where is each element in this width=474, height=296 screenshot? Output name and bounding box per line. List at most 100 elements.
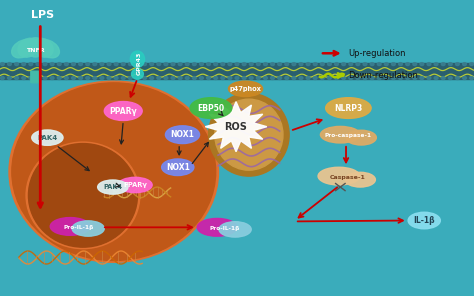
Ellipse shape (215, 99, 283, 170)
Ellipse shape (164, 63, 168, 66)
Ellipse shape (72, 63, 75, 66)
Ellipse shape (207, 77, 210, 80)
Ellipse shape (143, 63, 146, 66)
Text: Caspase-1: Caspase-1 (329, 175, 365, 180)
Ellipse shape (200, 77, 203, 80)
Ellipse shape (29, 63, 33, 66)
Ellipse shape (249, 77, 253, 80)
Ellipse shape (427, 63, 431, 66)
Ellipse shape (136, 63, 139, 66)
Ellipse shape (200, 63, 203, 66)
Ellipse shape (235, 63, 239, 66)
Ellipse shape (399, 63, 402, 66)
Bar (0, 63, 474, 79)
Ellipse shape (271, 63, 274, 66)
Ellipse shape (320, 126, 360, 143)
Ellipse shape (342, 63, 346, 66)
Text: PAK4: PAK4 (37, 135, 57, 141)
Ellipse shape (470, 77, 474, 80)
Ellipse shape (377, 77, 381, 80)
Ellipse shape (136, 77, 139, 80)
Ellipse shape (448, 63, 452, 66)
Ellipse shape (72, 77, 75, 80)
Ellipse shape (313, 63, 317, 66)
Ellipse shape (86, 63, 90, 66)
Ellipse shape (320, 63, 324, 66)
Ellipse shape (128, 77, 132, 80)
Ellipse shape (150, 63, 154, 66)
Text: Pro-IL-1β: Pro-IL-1β (63, 225, 93, 230)
Ellipse shape (384, 63, 388, 66)
Ellipse shape (271, 77, 274, 80)
Ellipse shape (335, 77, 338, 80)
Ellipse shape (26, 142, 140, 249)
Ellipse shape (8, 63, 11, 66)
Ellipse shape (107, 63, 111, 66)
Ellipse shape (43, 77, 47, 80)
Ellipse shape (399, 77, 402, 80)
Ellipse shape (228, 81, 263, 96)
Ellipse shape (292, 63, 296, 66)
Ellipse shape (79, 77, 82, 80)
Ellipse shape (22, 77, 26, 80)
Ellipse shape (406, 77, 410, 80)
Ellipse shape (370, 63, 374, 66)
Ellipse shape (12, 40, 34, 58)
Ellipse shape (370, 77, 374, 80)
Ellipse shape (157, 63, 161, 66)
Ellipse shape (235, 77, 239, 80)
Ellipse shape (157, 77, 161, 80)
Text: Up-regulation: Up-regulation (348, 49, 406, 58)
Ellipse shape (178, 77, 182, 80)
Ellipse shape (107, 77, 111, 80)
Ellipse shape (456, 77, 459, 80)
Ellipse shape (392, 77, 395, 80)
Ellipse shape (185, 77, 189, 80)
Ellipse shape (50, 218, 90, 235)
Ellipse shape (43, 63, 47, 66)
Ellipse shape (57, 77, 61, 80)
Ellipse shape (131, 69, 143, 79)
Ellipse shape (408, 212, 440, 229)
Ellipse shape (143, 77, 146, 80)
Ellipse shape (299, 77, 303, 80)
Ellipse shape (171, 77, 175, 80)
Ellipse shape (93, 77, 97, 80)
Ellipse shape (318, 167, 360, 185)
Ellipse shape (185, 63, 189, 66)
Ellipse shape (64, 77, 68, 80)
Ellipse shape (441, 77, 445, 80)
Ellipse shape (28, 144, 137, 247)
Ellipse shape (8, 77, 11, 80)
Text: Down-regulation: Down-regulation (348, 71, 418, 80)
Text: LPS: LPS (31, 10, 54, 20)
Ellipse shape (93, 63, 97, 66)
Ellipse shape (285, 63, 289, 66)
Ellipse shape (345, 172, 375, 187)
Ellipse shape (328, 63, 331, 66)
Ellipse shape (164, 77, 168, 80)
Ellipse shape (384, 77, 388, 80)
Ellipse shape (377, 63, 381, 66)
Ellipse shape (349, 63, 353, 66)
Ellipse shape (278, 63, 282, 66)
Ellipse shape (100, 77, 104, 80)
Ellipse shape (72, 221, 104, 236)
Ellipse shape (26, 38, 46, 57)
Ellipse shape (12, 83, 216, 260)
Text: NOX1: NOX1 (171, 130, 194, 139)
Ellipse shape (392, 63, 395, 66)
Ellipse shape (0, 63, 4, 66)
Ellipse shape (363, 77, 367, 80)
Ellipse shape (9, 81, 219, 262)
Ellipse shape (413, 63, 417, 66)
Text: PAK4: PAK4 (103, 184, 122, 190)
Ellipse shape (285, 77, 289, 80)
Ellipse shape (242, 77, 246, 80)
Ellipse shape (306, 77, 310, 80)
Ellipse shape (413, 77, 417, 80)
Ellipse shape (342, 77, 346, 80)
Text: p47phox: p47phox (229, 86, 262, 92)
Ellipse shape (470, 63, 474, 66)
Ellipse shape (320, 77, 324, 80)
